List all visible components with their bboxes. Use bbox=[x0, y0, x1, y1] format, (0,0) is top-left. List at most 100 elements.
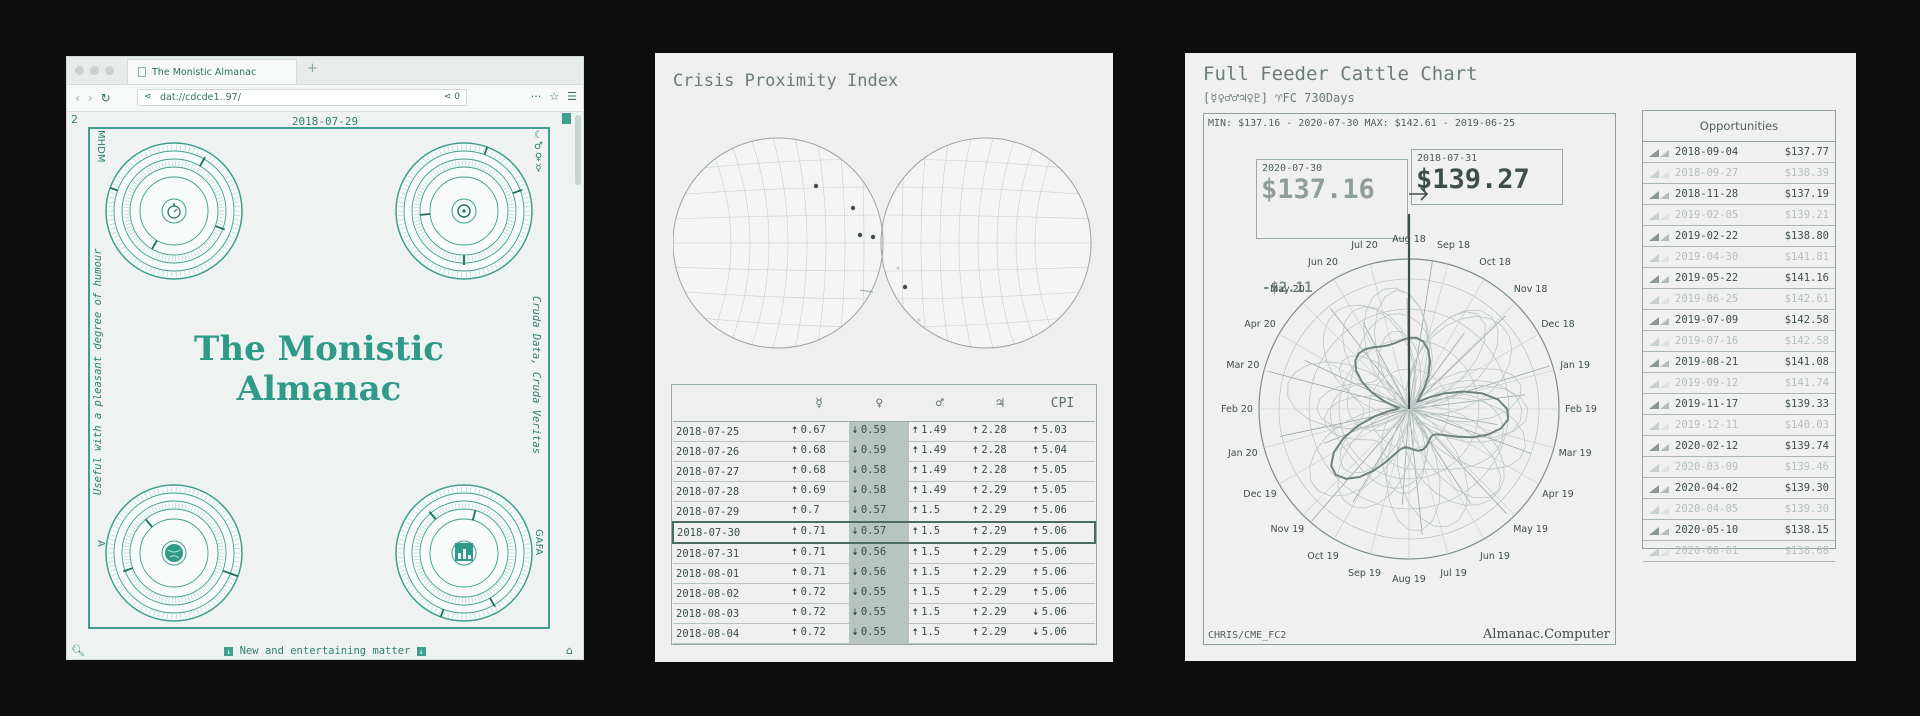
month-label: Mar 19 bbox=[1559, 448, 1592, 459]
bookmark-star-icon[interactable]: ☆ bbox=[549, 90, 560, 103]
opportunity-date: 2019-04-30 bbox=[1675, 251, 1739, 263]
cell-value: 5.03 bbox=[1041, 424, 1067, 436]
table-row[interactable]: 2018-07-25 🠅 0.67 🠇 0.59 🠅 1.49 🠅 2.28 🠅 5.03 bbox=[673, 421, 1095, 442]
close-window-button[interactable] bbox=[75, 66, 84, 75]
opportunity-value: $137.77 bbox=[1784, 146, 1829, 158]
share-icon[interactable]: ⋖ bbox=[144, 92, 152, 102]
price-curve bbox=[1330, 336, 1510, 480]
reload-icon[interactable]: ↻ bbox=[100, 91, 111, 105]
cell-value: 0.68 bbox=[800, 464, 826, 476]
table-row[interactable]: 2018-08-01 🠅 0.71 🠇 0.56 🠅 1.5 🠅 2.29 🠅 5.06 bbox=[673, 563, 1095, 584]
new-tab-button[interactable]: + bbox=[307, 61, 318, 76]
list-item[interactable]: 2019-02-22 $138.80 bbox=[1643, 226, 1835, 247]
more-icon[interactable]: ··· bbox=[530, 90, 542, 103]
row-cell-c2: 🠇 0.58 bbox=[849, 461, 910, 482]
opportunity-value: $139.33 bbox=[1784, 398, 1829, 410]
list-item[interactable]: 2019-09-12 $141.74 bbox=[1643, 373, 1835, 394]
row-cell-c3: 🠅 1.49 bbox=[909, 421, 970, 442]
title-line-2: Almanac bbox=[236, 369, 402, 409]
planet-point bbox=[902, 284, 908, 290]
cell-value: 0.55 bbox=[860, 626, 887, 638]
arrow-up-icon: 🠅 bbox=[912, 445, 922, 456]
list-item[interactable]: 2018-09-27 $138.39 bbox=[1643, 163, 1835, 184]
arrow-down-icon: 🠇 bbox=[852, 445, 861, 456]
table-row[interactable]: 2018-07-31 🠅 0.71 🠇 0.56 🠅 1.5 🠅 2.29 🠅 5.06 bbox=[673, 543, 1095, 564]
list-item[interactable]: 2020-02-12 $139.74 bbox=[1643, 436, 1835, 457]
dial-top-right[interactable] bbox=[394, 141, 534, 281]
arrow-up-icon: 🠅 bbox=[972, 587, 982, 598]
dial-bottom-right[interactable] bbox=[394, 483, 534, 623]
table-row[interactable]: 2018-07-29 🠅 0.7 🠇 0.57 🠅 1.5 🠅 2.29 🠅 5.06 bbox=[673, 501, 1095, 523]
table-row[interactable]: 2018-08-02 🠅 0.72 🠇 0.55 🠅 1.5 🠅 2.29 🠅 5.06 bbox=[673, 583, 1095, 604]
opportunity-date: 2019-09-12 bbox=[1675, 377, 1739, 389]
list-item[interactable]: 2020-03-09 $139.46 bbox=[1643, 457, 1835, 478]
scrollbar[interactable] bbox=[575, 115, 581, 185]
arrow-up-icon: 🠅 bbox=[1033, 505, 1042, 516]
address-field[interactable]: ⋖ dat://cdcde1..97/ ⋖ 0 bbox=[137, 89, 467, 106]
crisis-proximity-panel: Crisis Proximity Index ☿ ♀ ♂ ♃ CPI 2018-… bbox=[655, 53, 1113, 662]
dial-top-left[interactable] bbox=[104, 141, 244, 281]
list-item[interactable]: 2020-05-10 $138.15 bbox=[1643, 520, 1835, 541]
arrow-up-icon: 🠅 bbox=[1033, 425, 1042, 436]
cell-value: 1.5 bbox=[921, 566, 941, 578]
month-label: Jun 19 bbox=[1479, 551, 1510, 562]
table-row[interactable]: 2018-08-03 🠅 0.72 🠇 0.55 🠅 1.5 🠅 2.29 🠇 5.06 bbox=[673, 603, 1095, 624]
back-icon[interactable]: ‹ bbox=[75, 91, 80, 105]
building-icon[interactable]: ⌂ bbox=[566, 644, 573, 657]
list-item[interactable]: 2019-02-05 $139.21 bbox=[1643, 205, 1835, 226]
opportunity-date: 2020-05-10 bbox=[1675, 524, 1739, 536]
month-label: Dec 18 bbox=[1541, 319, 1575, 330]
minimize-window-button[interactable] bbox=[90, 66, 99, 75]
cell-value: 2.29 bbox=[981, 606, 1007, 618]
table-row[interactable]: 2018-08-04 🠅 0.72 🠇 0.55 🠅 1.5 🠅 2.29 🠇 5.06 bbox=[673, 623, 1095, 644]
forward-icon[interactable]: › bbox=[87, 91, 93, 105]
table-row[interactable]: 2018-07-28 🠅 0.69 🠇 0.58 🠅 1.49 🠅 2.29 🠅 5.05 bbox=[673, 481, 1095, 502]
row-cell-c2: 🠇 0.55 bbox=[849, 603, 910, 624]
arrow-up-icon: 🠅 bbox=[912, 587, 922, 598]
dial-bottom-left[interactable] bbox=[104, 483, 244, 623]
list-item[interactable]: 2020-04-02 $139.30 bbox=[1643, 478, 1835, 499]
menu-icon[interactable]: ☰ bbox=[567, 90, 577, 103]
list-item[interactable]: 2018-11-28 $137.19 bbox=[1643, 184, 1835, 205]
arrow-up-icon: 🠅 bbox=[1033, 567, 1042, 578]
list-item[interactable]: 2019-11-17 $139.33 bbox=[1643, 394, 1835, 415]
arrow-down-icon: 🠇 bbox=[852, 547, 861, 558]
list-item[interactable]: 2019-12-11 $140.03 bbox=[1643, 415, 1835, 436]
arrow-up-icon: 🠅 bbox=[972, 567, 982, 578]
arrow-up-icon: 🠅 bbox=[791, 445, 801, 456]
brand-label[interactable]: Almanac.Computer bbox=[1482, 627, 1610, 642]
list-item[interactable]: 2019-06-25 $142.61 bbox=[1643, 289, 1835, 310]
row-cell-c2: 🠇 0.58 bbox=[849, 481, 910, 502]
almanac-frame: MHDM ☾♂♀☿ A GAFA Useful with a pleasant … bbox=[88, 127, 550, 629]
tab-title: The Monistic Almanac bbox=[152, 66, 257, 78]
mini-chart-icon bbox=[1649, 254, 1669, 262]
list-item[interactable]: 2019-07-09 $142.58 bbox=[1643, 310, 1835, 331]
arrow-up-icon: 🠅 bbox=[1033, 547, 1042, 558]
row-cell-c3: 🠅 1.5 bbox=[909, 603, 970, 624]
list-item[interactable]: 2018-09-04 $137.77 bbox=[1643, 142, 1835, 163]
planet-point bbox=[917, 318, 921, 322]
row-cell-c2: 🠇 0.56 bbox=[849, 563, 910, 584]
list-item[interactable]: 2019-08-21 $141.08 bbox=[1643, 352, 1835, 373]
maximize-window-button[interactable] bbox=[105, 66, 114, 75]
arrow-down-icon: 🠇 bbox=[1033, 607, 1042, 618]
row-cell-c4: 🠅 2.29 bbox=[969, 521, 1031, 544]
search-icon[interactable]: 🔍︎ bbox=[71, 644, 85, 657]
list-item[interactable]: 2020-04-05 $139.30 bbox=[1643, 499, 1835, 520]
list-item[interactable]: 2020-06-01 $138.68 bbox=[1643, 541, 1835, 562]
opportunity-value: $142.61 bbox=[1784, 293, 1829, 305]
chart-box: MIN: $137.16 - 2020-07-30 MAX: $142.61 -… bbox=[1203, 113, 1616, 645]
opportunity-value: $141.16 bbox=[1784, 272, 1829, 284]
opportunity-value: $141.81 bbox=[1784, 251, 1829, 263]
table-row[interactable]: 2018-07-26 🠅 0.68 🠇 0.59 🠅 1.49 🠅 2.28 🠅 5.04 bbox=[673, 441, 1095, 462]
list-item[interactable]: 2019-07-16 $142.58 bbox=[1643, 331, 1835, 352]
table-row[interactable]: 2018-07-27 🠅 0.68 🠇 0.58 🠅 1.49 🠅 2.28 🠅 5.05 bbox=[673, 461, 1095, 482]
book-icon[interactable] bbox=[562, 113, 571, 124]
cell-value: 2.29 bbox=[981, 586, 1007, 598]
list-item[interactable]: 2019-05-22 $141.16 bbox=[1643, 268, 1835, 289]
arrow-up-icon: 🠅 bbox=[972, 607, 982, 618]
list-item[interactable]: 2019-04-30 $141.81 bbox=[1643, 247, 1835, 268]
table-row[interactable]: 2018-07-30 🠅 0.71 🠇 0.57 🠅 1.5 🠅 2.29 🠅 5.06 bbox=[672, 521, 1096, 544]
mini-chart-icon bbox=[1649, 506, 1669, 514]
browser-tab[interactable]: The Monistic Almanac bbox=[127, 59, 297, 84]
